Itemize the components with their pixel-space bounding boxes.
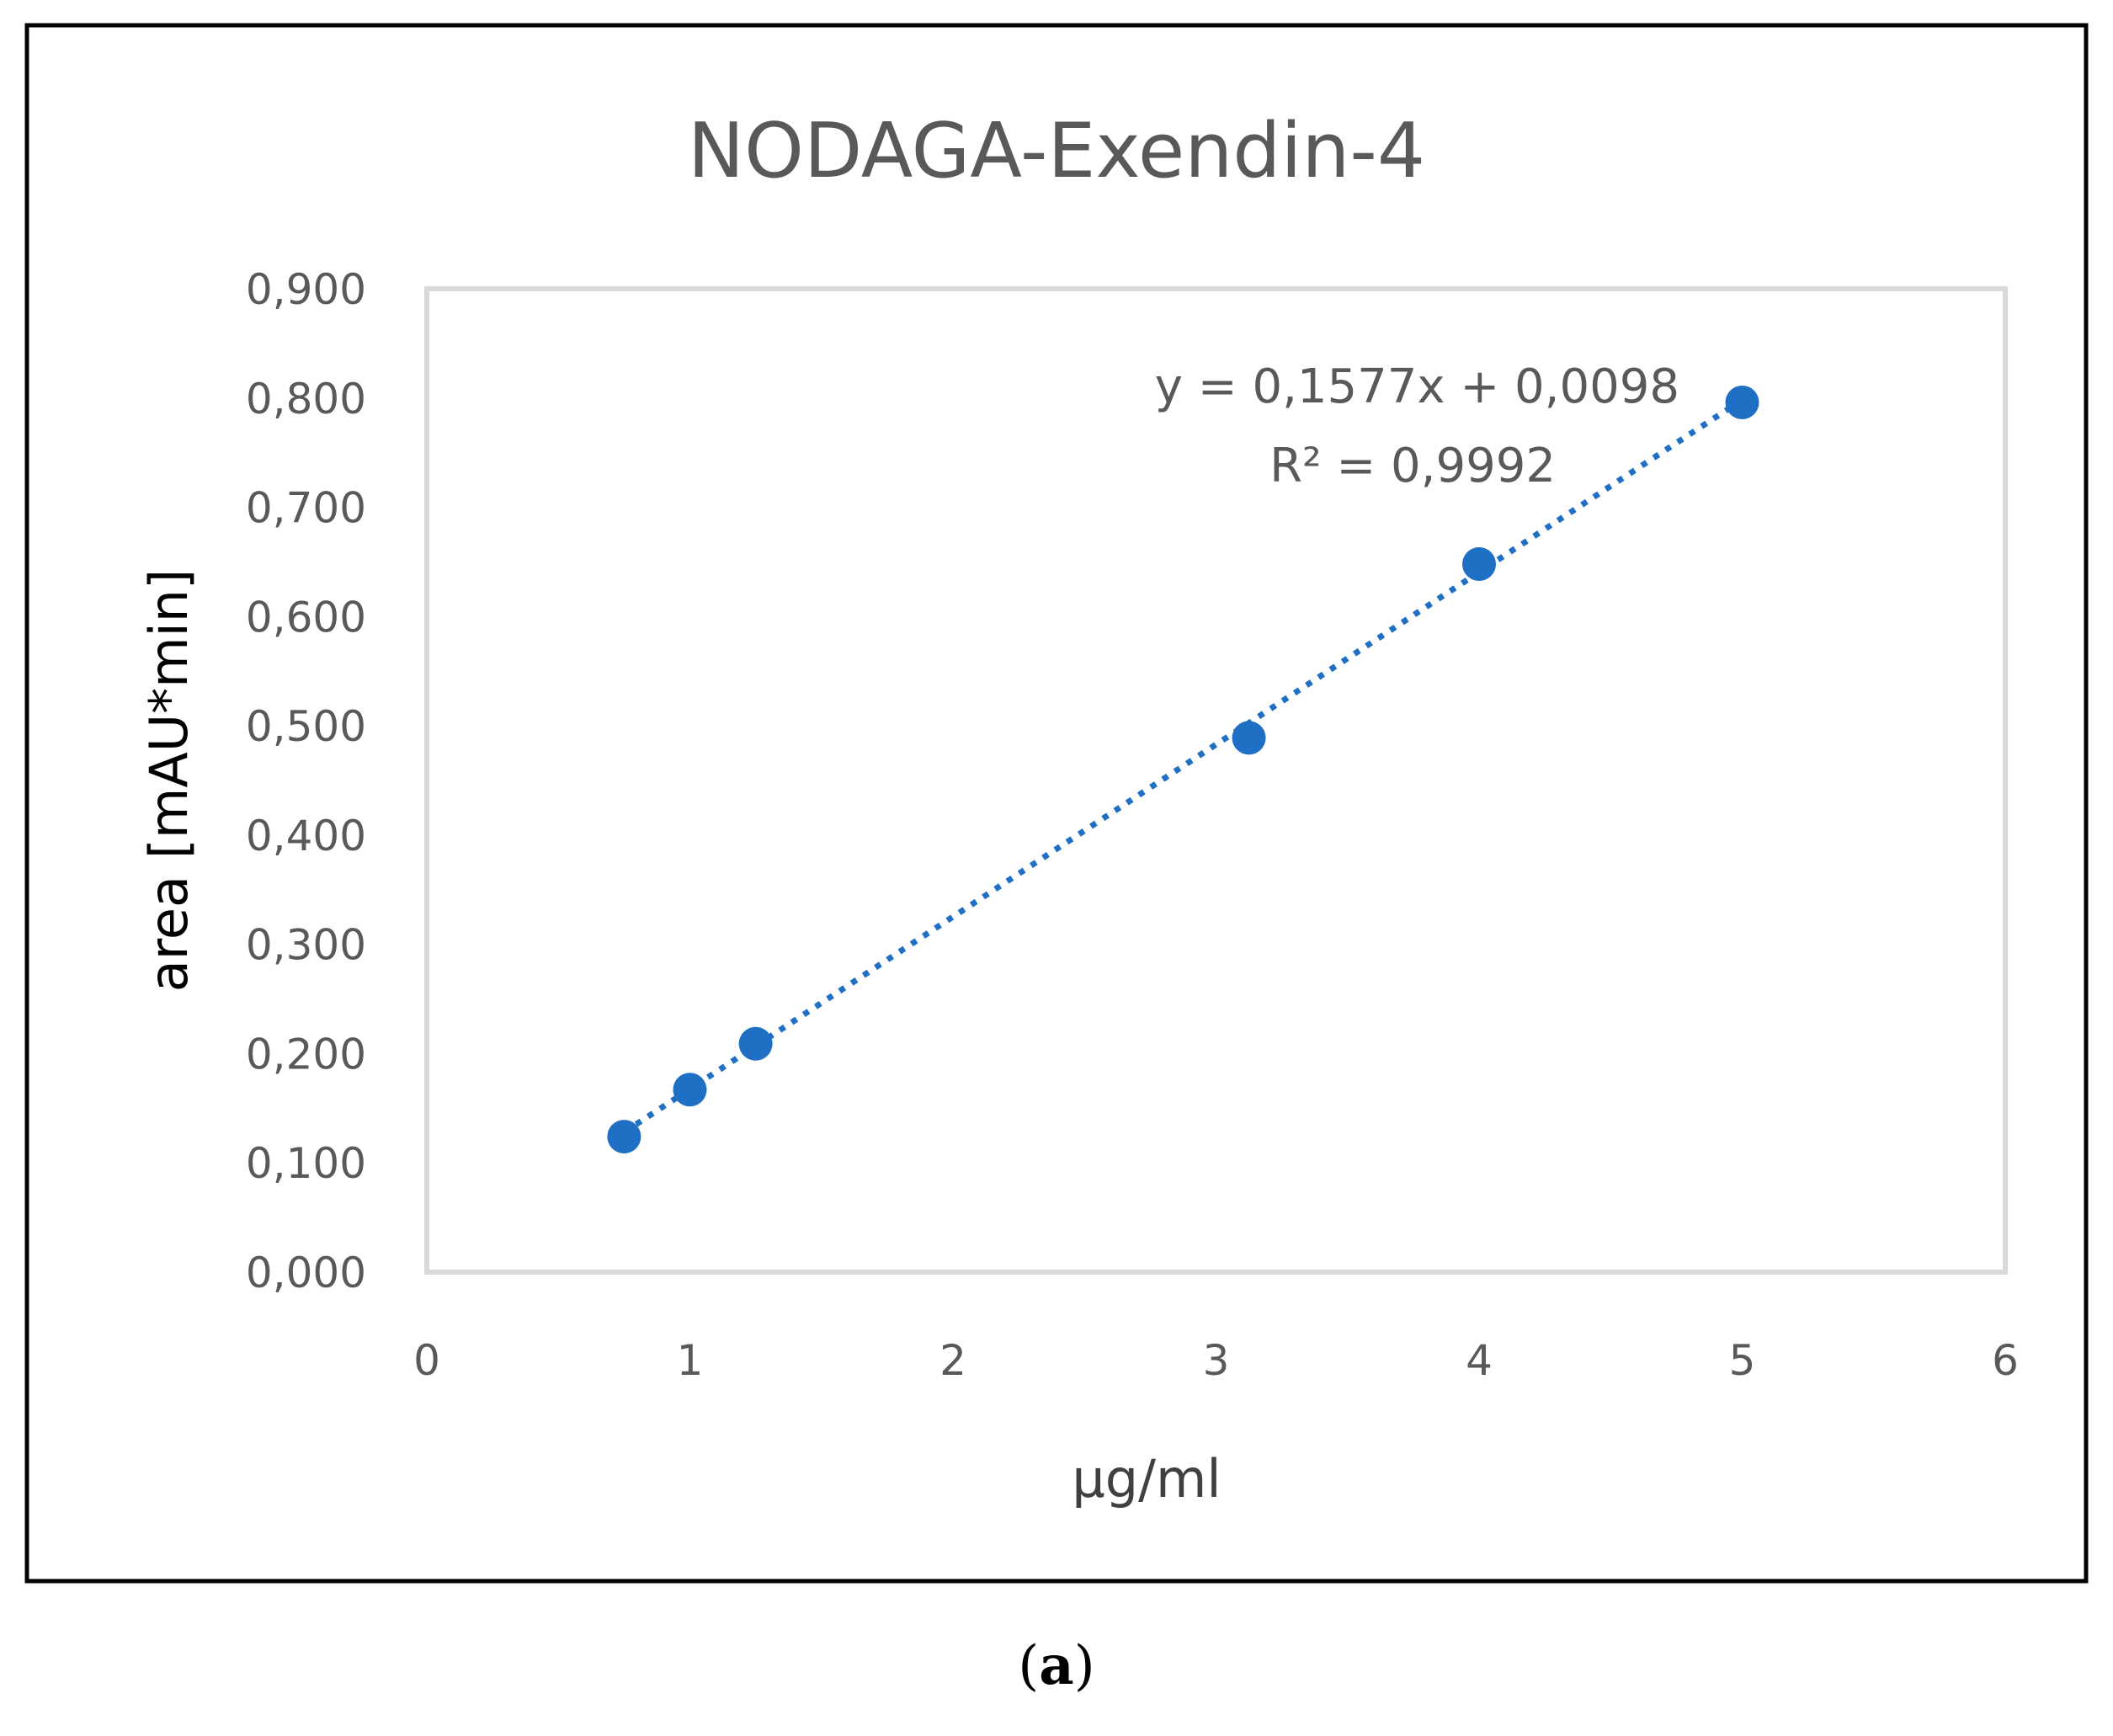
- y-tick-label: 0,900: [246, 265, 366, 314]
- caption-close-paren: ): [1074, 1635, 1095, 1697]
- y-tick-label: 0,400: [246, 812, 366, 860]
- y-tick-label: 0,600: [246, 593, 366, 642]
- caption-letter: a: [1039, 1634, 1073, 1697]
- x-tick-label: 0: [413, 1336, 440, 1385]
- y-axis-title: area [mAU*min]: [138, 569, 200, 992]
- x-tick-labels: 0 1 2 3 4 5 6: [413, 1336, 2019, 1385]
- y-tick-label: 0,100: [246, 1139, 366, 1188]
- chart-title: NODAGA-Exendin-4: [688, 107, 1425, 195]
- data-point: [1232, 721, 1266, 755]
- figure-caption: (a): [1018, 1634, 1094, 1697]
- plot-area: [424, 286, 2008, 1275]
- y-tick-label: 0,700: [246, 484, 366, 533]
- y-tick-label: 0,200: [246, 1030, 366, 1078]
- data-point: [1462, 547, 1496, 582]
- figure-frame: [24, 23, 2089, 1584]
- data-point: [673, 1073, 707, 1107]
- data-point: [607, 1120, 641, 1154]
- x-tick-label: 4: [1466, 1336, 1493, 1385]
- x-axis-title: µg/ml: [1072, 1448, 1221, 1510]
- trendline-r2: R² = 0,9992: [1269, 439, 1556, 493]
- y-tick-label: 0,000: [246, 1249, 366, 1297]
- data-point: [1725, 385, 1759, 419]
- data-point: [738, 1026, 773, 1061]
- y-tick-label: 0,800: [246, 375, 366, 423]
- x-tick-label: 1: [677, 1336, 704, 1385]
- x-tick-label: 5: [1729, 1336, 1756, 1385]
- y-tick-labels: 0,000 0,100 0,200 0,300 0,400 0,500 0,600 0,700…: [246, 265, 366, 1297]
- data-points: [607, 385, 1759, 1154]
- x-tick-label: 6: [1992, 1336, 2019, 1385]
- x-tick-label: 3: [1203, 1336, 1230, 1385]
- y-tick-label: 0,300: [246, 921, 366, 970]
- caption-open-paren: (: [1018, 1635, 1039, 1697]
- trendline-equation: y = 0,1577x + 0,0098: [1155, 359, 1679, 414]
- x-tick-label: 2: [939, 1336, 966, 1385]
- y-tick-label: 0,500: [246, 702, 366, 751]
